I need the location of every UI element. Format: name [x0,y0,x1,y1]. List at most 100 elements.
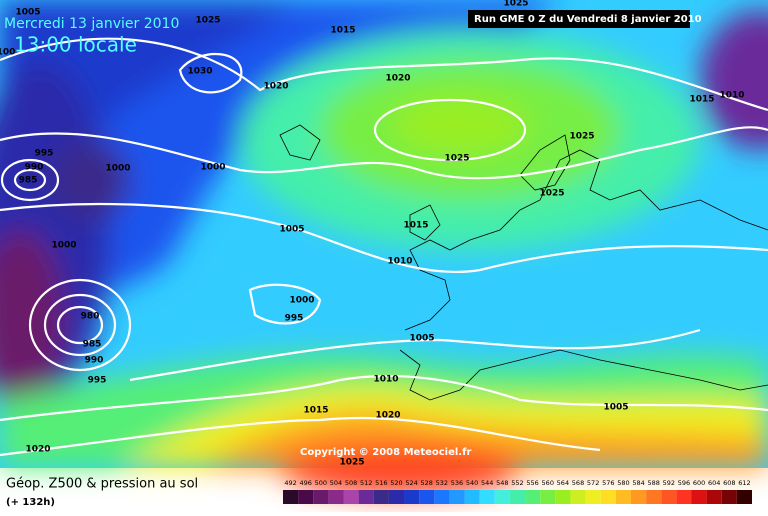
isobar-label: 995 [35,149,54,159]
isobar-label: 1015 [403,221,428,231]
run-box [468,10,690,28]
scale-swatch [691,490,707,504]
scale-swatch [630,490,647,504]
date-label: Mercredi 13 janvier 2010 [4,16,179,32]
isobar-label: 1015 [303,406,328,416]
isobar-label: 980 [81,312,100,322]
time-label: 13:00 locale [14,33,137,57]
copyright: Copyright © 2008 Meteociel.fr [300,447,471,458]
isobar-label: 1025 [539,189,564,199]
scale-swatch [388,490,405,504]
isobar-label: 1000 [289,296,314,306]
scale-label: 536 [451,479,463,487]
scale-label: 608 [723,479,735,487]
scale-label: 524 [405,479,417,487]
scale-swatch [419,490,435,504]
isobar-label: 1005 [603,403,628,413]
scale-swatch [555,490,571,504]
scale-swatch [585,490,601,504]
scale-label: 572 [587,479,599,487]
isobar-label: 100 [0,48,15,58]
scale-label: 596 [678,479,690,487]
footer-lead: (+ 132h) [6,497,55,508]
scale-swatch [358,490,374,504]
isobars [0,37,768,457]
scale-swatch [600,490,616,504]
scale-swatch [283,490,299,504]
scale-swatch [373,490,389,504]
isobar-labels: 1005 1025 1015 1030 1020 1020 100 1015 1010 1025 1… [0,0,745,468]
scale-label: 604 [708,479,720,487]
scale-label: 528 [421,479,433,487]
scale-label: 568 [572,479,584,487]
isobar-label: 1025 [195,16,220,26]
isobar-label: 1015 [330,26,355,36]
scale-label: 548 [496,479,508,487]
scale-swatch [479,490,495,504]
scale-swatch [540,490,556,504]
isobar-label: 1005 [15,8,40,18]
isobar-label: 995 [88,376,107,386]
scale-label: 560 [542,479,554,487]
scale-swatch [494,490,510,504]
isobar-label: 1000 [105,164,130,174]
scale-label: 564 [557,479,569,487]
isobar-label: 1010 [387,257,412,267]
isobar-label: 1020 [25,445,50,455]
isobar-label: 1005 [279,225,304,235]
field [0,0,768,495]
scale-label: 532 [436,479,448,487]
scale-swatch [721,490,737,504]
isobar-label: 990 [85,356,104,366]
scale-label: 580 [617,479,629,487]
scale-label: 592 [663,479,675,487]
scale-swatch [661,490,677,504]
scale-label: 520 [390,479,402,487]
scale-label: 576 [602,479,614,487]
isobar-label: 990 [25,163,44,173]
isobar-label: 1025 [503,0,528,9]
scale-label: 588 [647,479,659,487]
scale-label: 540 [466,479,478,487]
isobar-label: 1030 [187,67,212,77]
isobar-label: 1025 [339,458,364,468]
isobar-label: 1025 [569,132,594,142]
scale-swatch [736,490,752,504]
scale-swatch [676,490,692,504]
scale-label: 508 [345,479,357,487]
isobar-label: 1020 [385,74,410,84]
scale-label: 552 [511,479,523,487]
scale-label: 544 [481,479,493,487]
scale-label: 556 [526,479,538,487]
color-scale: 492 496 500 504 508 512 516 520 524 528 532 536 540 5… [283,479,752,504]
scale-label: 496 [299,479,311,487]
coastlines [279,124,768,401]
isobar-label: 1005 [409,334,434,344]
scale-swatch [525,490,541,504]
scale-swatch [434,490,450,504]
isobar-label: 1020 [375,411,400,421]
scale-swatch [328,490,344,504]
isobar-label: 1000 [51,241,76,251]
scale-label: 600 [693,479,705,487]
scale-label: 504 [330,479,342,487]
scale-label: 516 [375,479,387,487]
isobar-label: 1025 [444,154,469,164]
scale-label: 500 [315,479,327,487]
isobar-label: 1015 [689,95,714,105]
scale-swatch [404,490,420,504]
scale-swatch [570,490,586,504]
scale-swatch [298,490,314,504]
scale-label: 612 [738,479,750,487]
scale-label: 512 [360,479,372,487]
scale-label: 584 [632,479,644,487]
isobar-label: 985 [19,176,38,186]
footer-title: Géop. Z500 & pression au sol [6,477,198,492]
isobar-label: 1020 [263,82,288,92]
scale-swatch [509,490,526,504]
isobar-label: 1010 [719,91,744,101]
scale-swatch [706,490,722,504]
isobar-label: 995 [285,314,304,324]
run-label: Run GME 0 Z du Vendredi 8 janvier 2010 [474,14,702,25]
